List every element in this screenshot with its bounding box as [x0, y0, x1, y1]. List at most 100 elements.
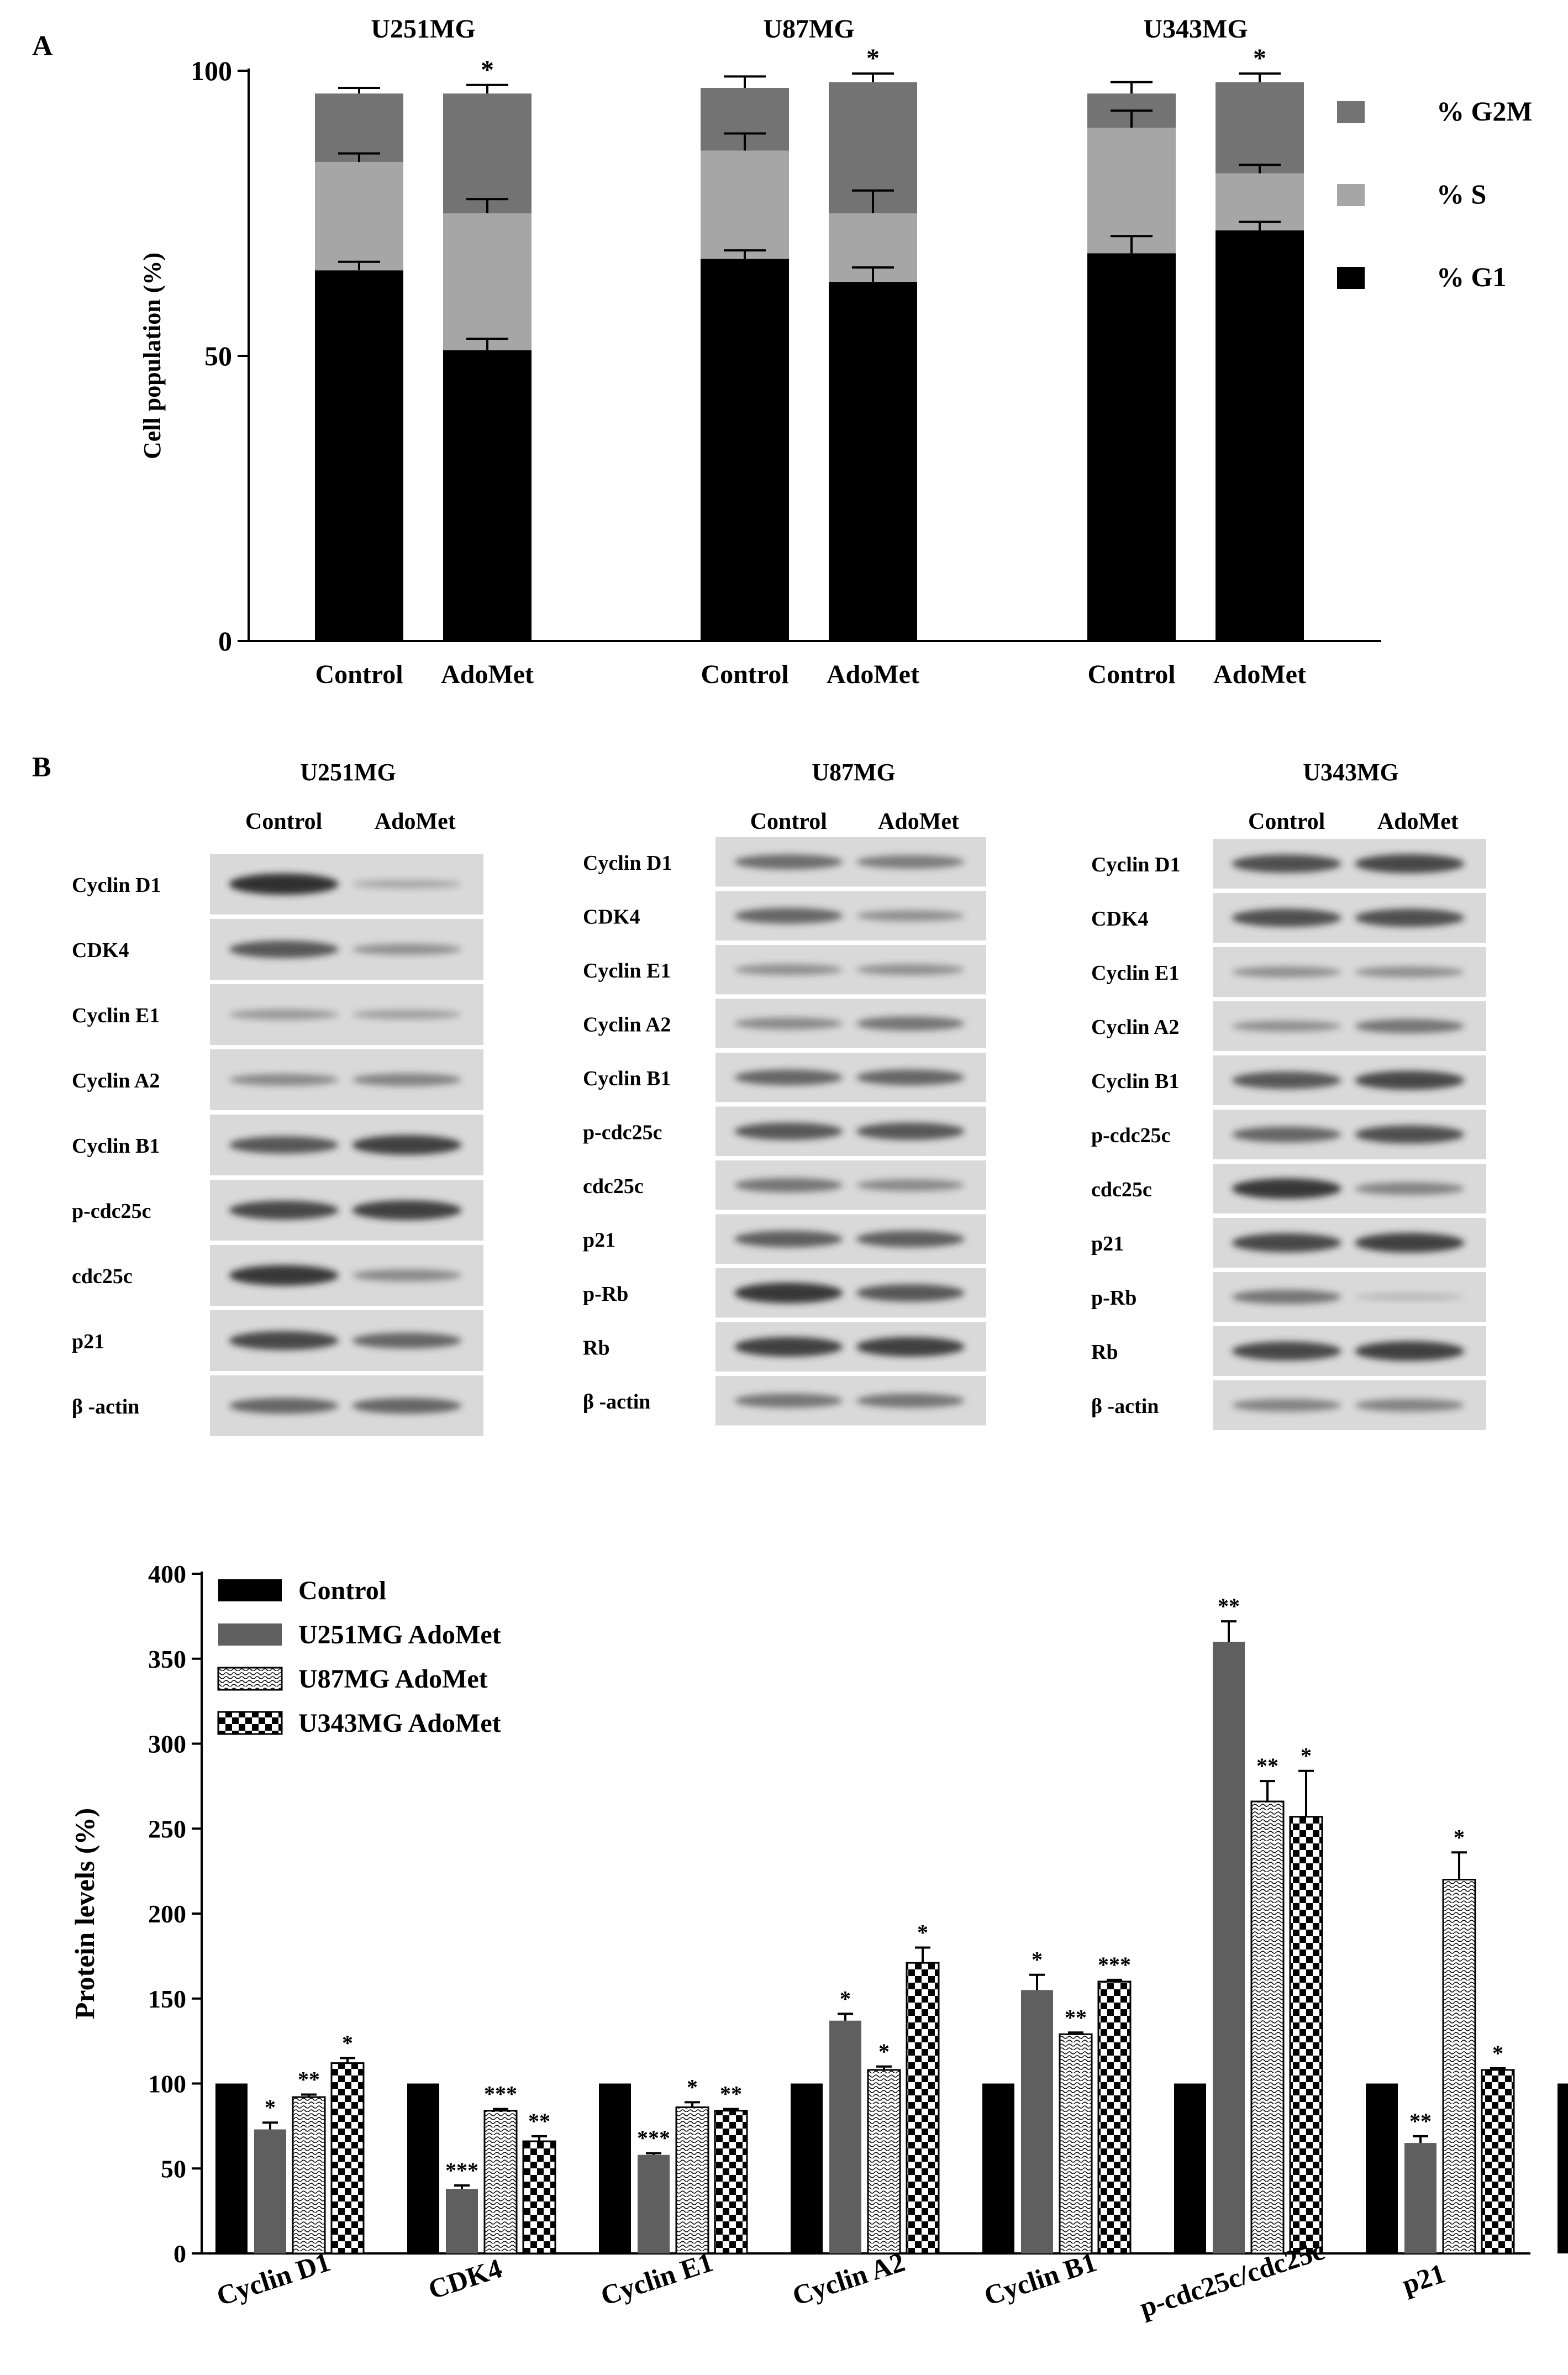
a-x-tick-label: Control [701, 660, 788, 689]
b-significance: *** [445, 2158, 478, 2183]
blot-band [1232, 1178, 1341, 1199]
b-x-tick-label: Cyclin A2 [788, 2246, 908, 2311]
blot-band [734, 854, 843, 870]
b-bar [1289, 1816, 1323, 2255]
blot-row-label: β -actin [1091, 1395, 1159, 1418]
blot-band [352, 1073, 462, 1086]
blot-band [1232, 966, 1341, 978]
a-x-tick-label: AdoMet [827, 660, 919, 689]
b-significance: * [342, 2030, 353, 2055]
blot-band [734, 964, 843, 975]
b-bar [215, 2083, 248, 2253]
b-bar [1021, 1990, 1053, 2253]
blot-band [1232, 1399, 1341, 1412]
b-significance: * [878, 2039, 890, 2064]
blot-band [1355, 1341, 1465, 1361]
blot-band [734, 1283, 843, 1304]
blot-row-label: Cyclin A2 [583, 1013, 671, 1036]
blot-band [1355, 966, 1465, 978]
b-significance: *** [637, 2126, 670, 2151]
b-bar [407, 2083, 439, 2253]
blot-band [229, 1397, 339, 1414]
blot-band [352, 1010, 462, 1020]
a-legend-swatch [1337, 101, 1365, 123]
blot-band [1355, 908, 1465, 927]
blot-row-label: Cyclin B1 [72, 1134, 160, 1158]
blot-band [856, 1231, 965, 1248]
blot-row-label: p-Rb [1091, 1286, 1136, 1310]
blot-row-label: cdc25c [583, 1175, 644, 1198]
protein-levels-chart: 0 50 100 150 200 250 300 350 400 Protein levels (… [69, 1560, 1568, 2323]
blot-row-label: cdc25c [72, 1265, 133, 1288]
panel-b-label: B [32, 752, 51, 783]
blot-row-label: Cyclin B1 [1091, 1070, 1179, 1093]
a-bar-segment [701, 150, 789, 259]
a-bar-segment [1216, 230, 1304, 642]
blot-band [856, 910, 965, 922]
b-bar [1213, 1642, 1245, 2253]
a-significance: * [866, 44, 880, 73]
blot-column-label: AdoMet [1377, 809, 1459, 834]
a-y-label: Cell population (%) [139, 253, 166, 459]
b-bar [1097, 1980, 1132, 2255]
blot-band [734, 1069, 843, 1086]
blot-band [1355, 1070, 1465, 1090]
b-x-tick-label: Cyclin B1 [980, 2246, 1100, 2311]
blot-band [734, 1122, 843, 1141]
b-y-tick-label: 350 [148, 1645, 186, 1673]
a-bar-segment [315, 162, 403, 271]
a-y-tick-label: 100 [191, 55, 232, 86]
b-bar [638, 2155, 670, 2253]
b-significance: * [840, 1986, 851, 2011]
b-bar [1442, 1879, 1476, 2255]
b-significance: ** [1065, 2005, 1087, 2030]
a-x-tick-label: AdoMet [441, 660, 534, 689]
b-legend-swatch [217, 1711, 283, 1735]
b-y-tick-label: 50 [161, 2155, 186, 2183]
b-legend-label: U343MG AdoMet [298, 1709, 501, 1738]
blot-row-label: CDK4 [72, 939, 129, 962]
b-bar [1366, 2083, 1398, 2253]
b-significance: * [1492, 2041, 1503, 2066]
blot-row-label: Cyclin B1 [583, 1067, 671, 1090]
b-bar [867, 2069, 901, 2255]
blot-band [1232, 854, 1341, 873]
a-bar-segment [829, 281, 917, 642]
blot-row-label: Cyclin D1 [583, 852, 672, 875]
b-bar [522, 2140, 556, 2255]
blot-title: U251MG [300, 759, 396, 786]
blot-row-label: Rb [583, 1336, 610, 1359]
blot-row-label: β -actin [583, 1390, 650, 1414]
b-bar [906, 1962, 940, 2255]
blot-band [1355, 1233, 1465, 1253]
b-significance: ** [528, 2109, 550, 2134]
b-bar [1558, 2083, 1568, 2253]
b-significance: ** [720, 2082, 742, 2106]
a-group-title: U87MG [763, 14, 854, 44]
blot-band [856, 1337, 965, 1357]
a-bar-segment [1216, 82, 1304, 174]
b-bar [599, 2083, 631, 2253]
blot-row-label: CDK4 [1091, 907, 1148, 931]
blot-column-label: Control [1248, 809, 1325, 834]
b-bar [1250, 1800, 1285, 2255]
b-bar [446, 2189, 478, 2253]
a-bar-segment [315, 270, 403, 641]
b-x-tick-label: pRb/Rb [1566, 2250, 1568, 2308]
a-x-tick-label: Control [315, 660, 403, 689]
b-significance: ** [1409, 2109, 1432, 2134]
blot-row-label: Cyclin E1 [1091, 961, 1179, 985]
b-bar [675, 2106, 709, 2255]
b-y-tick-label: 300 [148, 1730, 186, 1758]
a-y-tick-label: 0 [218, 626, 232, 656]
blot-band [856, 855, 965, 869]
a-x-tick-label: AdoMet [1213, 660, 1306, 689]
b-significance: * [1301, 1743, 1312, 1768]
b-significance: * [687, 2074, 698, 2099]
blot-title: U87MG [812, 759, 896, 786]
b-bar [1481, 2069, 1515, 2255]
b-significance: ** [298, 2067, 320, 2092]
blot-row-label: Cyclin E1 [72, 1004, 160, 1027]
b-significance: * [265, 2095, 276, 2120]
